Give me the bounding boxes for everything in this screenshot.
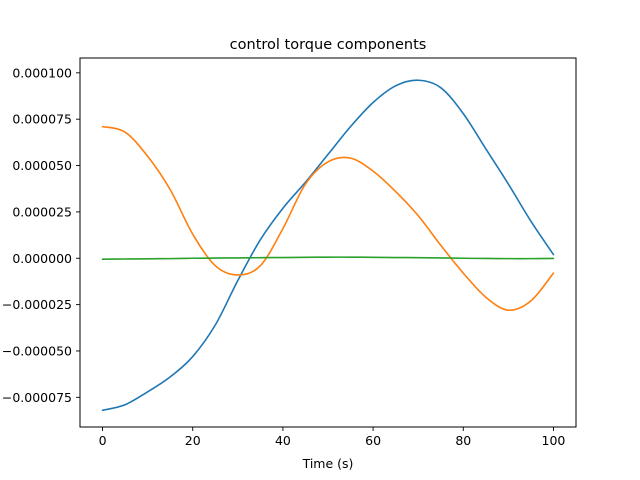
y-tick-label: 0.000000 xyxy=(12,251,72,266)
x-tick-label: 0 xyxy=(99,433,107,448)
series-line-1 xyxy=(101,79,555,412)
y-tick-label: 0.000050 xyxy=(12,158,72,173)
x-tick-label: 80 xyxy=(455,433,471,448)
y-tick-label: 0.000075 xyxy=(12,112,72,127)
x-axis-label: Time (s) xyxy=(302,456,354,471)
x-tick-label: 40 xyxy=(275,433,291,448)
series-line-3 xyxy=(101,256,555,260)
x-axis: 0 20 40 60 80 100 xyxy=(99,427,566,448)
x-tick-label: 20 xyxy=(185,433,201,448)
y-tick-label: −0.000075 xyxy=(2,390,72,405)
y-tick-label: 0.000025 xyxy=(12,204,72,219)
series-line-2 xyxy=(101,125,555,312)
plot-area xyxy=(80,58,576,427)
y-tick-label: −0.000050 xyxy=(2,343,72,358)
series-lines xyxy=(101,79,555,412)
chart-title: control torque components xyxy=(230,37,427,53)
y-axis: −0.000075 −0.000050 −0.000025 0.000000 0.000… xyxy=(2,65,80,405)
y-tick-label: 0.000100 xyxy=(12,65,72,80)
plot-frame xyxy=(79,57,577,428)
x-tick-label: 60 xyxy=(365,433,381,448)
y-tick-label: −0.000025 xyxy=(2,297,72,312)
x-tick-label: 100 xyxy=(542,433,566,448)
